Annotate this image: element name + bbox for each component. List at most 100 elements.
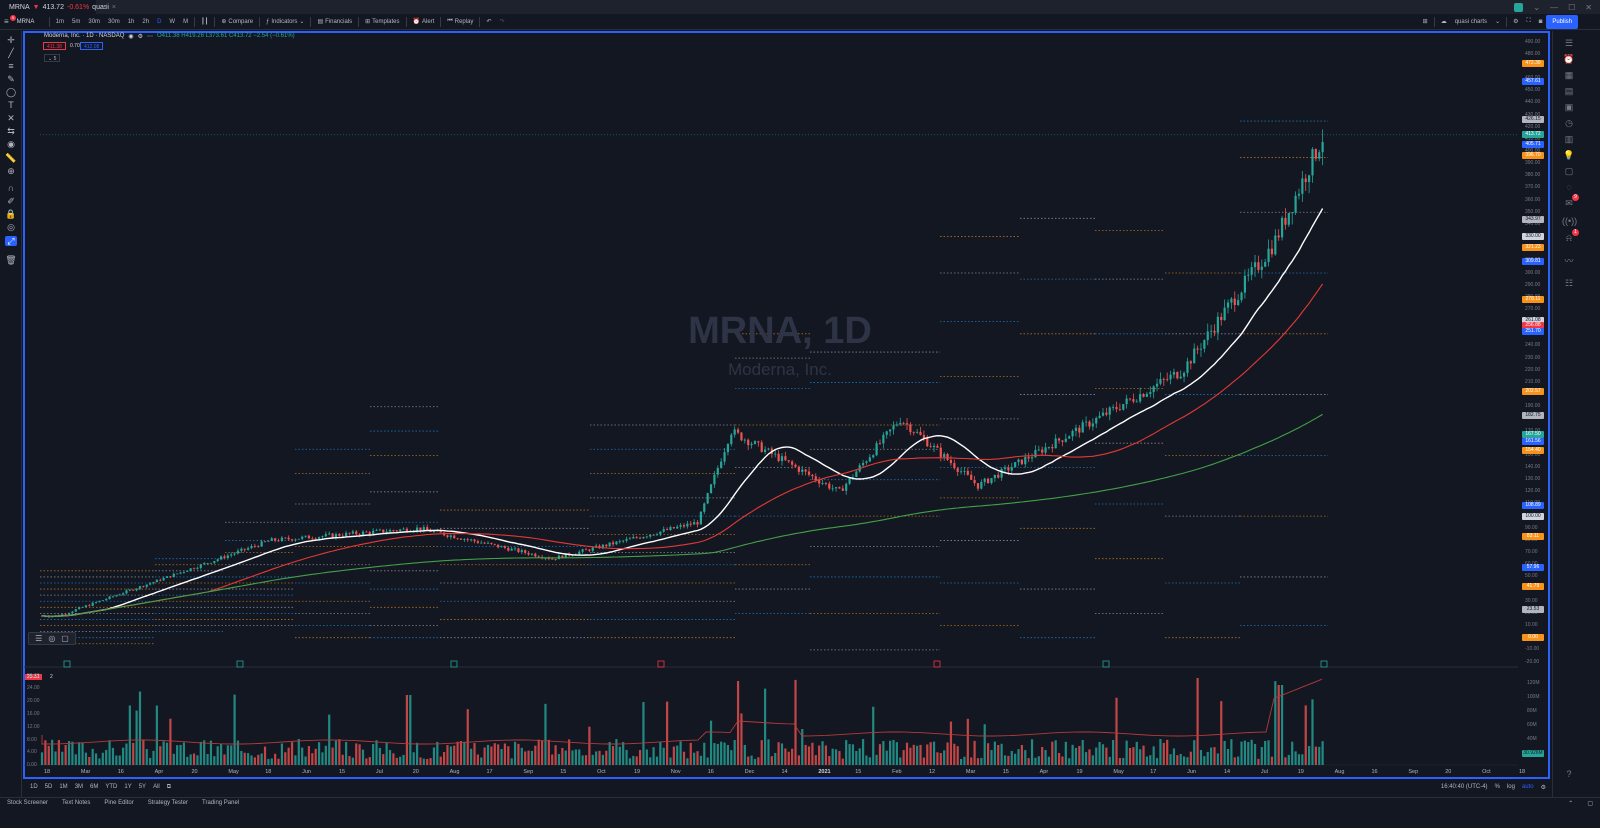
text-icon[interactable]: T — [8, 100, 14, 110]
interval-30m-a[interactable]: 30m — [88, 18, 101, 25]
tab-stock-screener[interactable]: Stock Screener — [7, 800, 49, 806]
range-6m[interactable]: 6M — [90, 784, 99, 790]
pencil-lock-icon[interactable]: ✐ — [7, 196, 15, 206]
log-toggle[interactable]: log — [1506, 783, 1515, 790]
interval-w[interactable]: W — [169, 18, 176, 25]
minimize-icon[interactable]: — — [1550, 2, 1559, 12]
fib-icon[interactable]: ≡ — [8, 61, 14, 71]
range-5y[interactable]: 5Y — [138, 784, 147, 790]
range-1d[interactable]: 1D — [30, 784, 38, 790]
range-ytd[interactable]: YTD — [105, 784, 118, 790]
fullscreen-icon[interactable]: ⛶ — [1526, 18, 1531, 24]
time-axis[interactable]: 18 Mar 16 Apr 20 May 18 Jun 15 Jul 20 Aug 17 Sep 15 Oct… — [24, 767, 1525, 777]
sell-button[interactable]: 411.38 — [43, 42, 66, 50]
news-icon[interactable]: ◷ — [1565, 118, 1573, 128]
tab-text-notes[interactable]: Text Notes — [62, 800, 91, 806]
pulse-icon[interactable]: 〰 — [1564, 256, 1574, 266]
settings-gear-icon[interactable]: ⚙ — [1513, 19, 1519, 25]
range-all[interactable]: All — [153, 784, 160, 790]
range-3m[interactable]: 3M — [74, 784, 84, 790]
ellipse-icon[interactable]: ◯ — [5, 87, 17, 97]
tab-pine-editor[interactable]: Pine Editor — [104, 800, 134, 806]
maximize-icon[interactable]: ☐ — [1568, 2, 1576, 12]
notifications-icon[interactable]: ⍾ — [1566, 233, 1572, 243]
magnet-icon[interactable]: ∩ — [7, 183, 15, 193]
sync-drawing-icon[interactable]: ⤢ — [5, 236, 17, 246]
ruler-icon[interactable]: 📏 — [5, 153, 17, 163]
buy-button[interactable]: 412.08 — [80, 42, 104, 50]
interval-2h[interactable]: 2h — [142, 18, 150, 25]
interval-d[interactable]: D — [157, 18, 162, 25]
hotlist-icon[interactable]: ▤ — [1564, 86, 1574, 96]
layout-name[interactable]: quasi charts — [1454, 18, 1488, 25]
interval-30m-b[interactable]: 30m — [108, 18, 120, 25]
chat-bubbles-icon[interactable]: ✉ — [1565, 198, 1573, 208]
user-avatar[interactable] — [1514, 2, 1524, 12]
interval-1h[interactable]: 1h — [127, 18, 135, 25]
order-panel-icon[interactable]: ☷ — [1564, 278, 1574, 288]
range-1y[interactable]: 1Y — [124, 784, 132, 790]
eye-icon[interactable]: ◉ — [128, 34, 134, 40]
range-5d[interactable]: 5D — [44, 784, 53, 790]
compare-button[interactable]: ⊕ Compare — [217, 14, 257, 30]
settings-gear-icon[interactable]: ⚙ — [137, 34, 143, 40]
pattern-icon[interactable]: ✕ — [7, 113, 15, 123]
interval-m[interactable]: M — [183, 18, 189, 25]
clock-readout[interactable]: 16:40:40 (UTC-4) — [1440, 783, 1488, 790]
watchlist-icon[interactable]: ☰ — [1564, 38, 1574, 48]
broadcast-icon[interactable]: ((•)) — [1562, 216, 1578, 226]
floating-drawing-toolbar[interactable]: ☰ ◎ ▢ — [28, 632, 76, 645]
templates-button[interactable]: ⊞ Templates — [361, 14, 403, 30]
close-tab-icon[interactable]: × — [111, 3, 116, 11]
range-1m[interactable]: 1M — [59, 784, 68, 790]
visibility-icon[interactable]: ◎ — [7, 222, 15, 232]
collapse-panel-icon[interactable]: ⌃ — [1568, 800, 1574, 807]
zoom-icon[interactable]: ⊕ — [7, 166, 15, 176]
publish-button[interactable]: Publish — [1546, 14, 1578, 29]
financials-button[interactable]: ▤ Financials — [313, 14, 356, 30]
alert-button[interactable]: ⏰ Alert — [409, 14, 439, 30]
layout-grid-icon[interactable]: ⊞ — [1422, 19, 1428, 25]
trendline-icon[interactable]: ╱ — [8, 48, 14, 58]
undo-icon[interactable]: ↶ — [486, 19, 492, 25]
chevron-down-icon[interactable]: ⌄ — [1533, 2, 1541, 12]
eye-icon[interactable]: ◎ — [48, 634, 56, 643]
alerts-clock-icon[interactable]: ⏰ — [1563, 54, 1575, 64]
ideas-icon[interactable]: ▥ — [1564, 134, 1574, 144]
help-icon[interactable]: ? — [1566, 769, 1572, 779]
auto-toggle[interactable]: auto — [1521, 783, 1534, 790]
prediction-icon[interactable]: ⇆ — [7, 126, 15, 136]
browser-tab-mrna[interactable]: MRNA ▼ 413.72 -0.61% quasi × — [0, 0, 116, 14]
tab-strategy-tester[interactable]: Strategy Tester — [147, 800, 188, 806]
symbol-search[interactable]: MRNA — [16, 18, 35, 25]
chat-icon[interactable]: ◌ — [1566, 182, 1572, 192]
data-window-icon[interactable]: ▦ — [1564, 70, 1574, 80]
more-icon[interactable]: ⋯ — [147, 34, 153, 40]
close-window-icon[interactable]: ✕ — [1585, 2, 1592, 12]
collapse-legend-button[interactable]: ⌄ 5 — [44, 54, 61, 62]
new-tab-button[interactable]: + — [104, 2, 110, 12]
indicators-button[interactable]: ƒ Indicators ⌄ — [262, 14, 308, 30]
brush-icon[interactable]: ✎ — [7, 74, 15, 84]
camera-icon[interactable]: ◙ — [1538, 18, 1543, 25]
calendar-icon[interactable]: ▣ — [1564, 102, 1574, 112]
calendar-goto-icon[interactable]: ⧉ — [166, 783, 172, 790]
candle-style-icon[interactable]: ┃┃ — [201, 19, 209, 25]
streams-icon[interactable]: ▢ — [1564, 166, 1574, 176]
list-icon[interactable]: ☰ — [35, 634, 43, 643]
lightbulb-icon[interactable]: 💡 — [1563, 150, 1575, 160]
interval-1m[interactable]: 1m — [55, 18, 65, 25]
tab-trading-panel[interactable]: Trading Panel — [202, 800, 240, 806]
maximize-panel-icon[interactable]: ▢ — [1587, 800, 1593, 807]
lock-icon[interactable]: 🔒 — [5, 209, 17, 219]
percent-toggle[interactable]: % — [1494, 783, 1500, 790]
trash-icon[interactable]: 🗑 — [5, 255, 17, 265]
settings-gear-icon[interactable]: ⚙ — [1540, 784, 1546, 791]
replay-button[interactable]: ⏮ Replay — [443, 14, 477, 30]
redo-icon[interactable]: ↷ — [499, 19, 505, 25]
square-icon[interactable]: ▢ — [61, 634, 69, 643]
interval-5m[interactable]: 5m — [72, 18, 81, 25]
menu-icon[interactable]: ≡ 9 — [4, 14, 16, 26]
crosshair-icon[interactable]: ✛ — [7, 35, 15, 45]
